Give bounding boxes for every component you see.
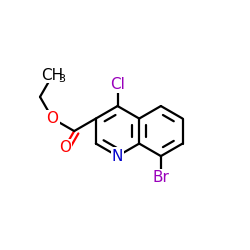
Text: CH: CH <box>42 68 64 83</box>
Text: O: O <box>59 140 71 155</box>
Text: O: O <box>46 111 58 126</box>
Text: Br: Br <box>152 170 169 185</box>
Text: N: N <box>112 148 123 164</box>
Text: 3: 3 <box>58 74 65 85</box>
Text: Cl: Cl <box>110 77 125 92</box>
